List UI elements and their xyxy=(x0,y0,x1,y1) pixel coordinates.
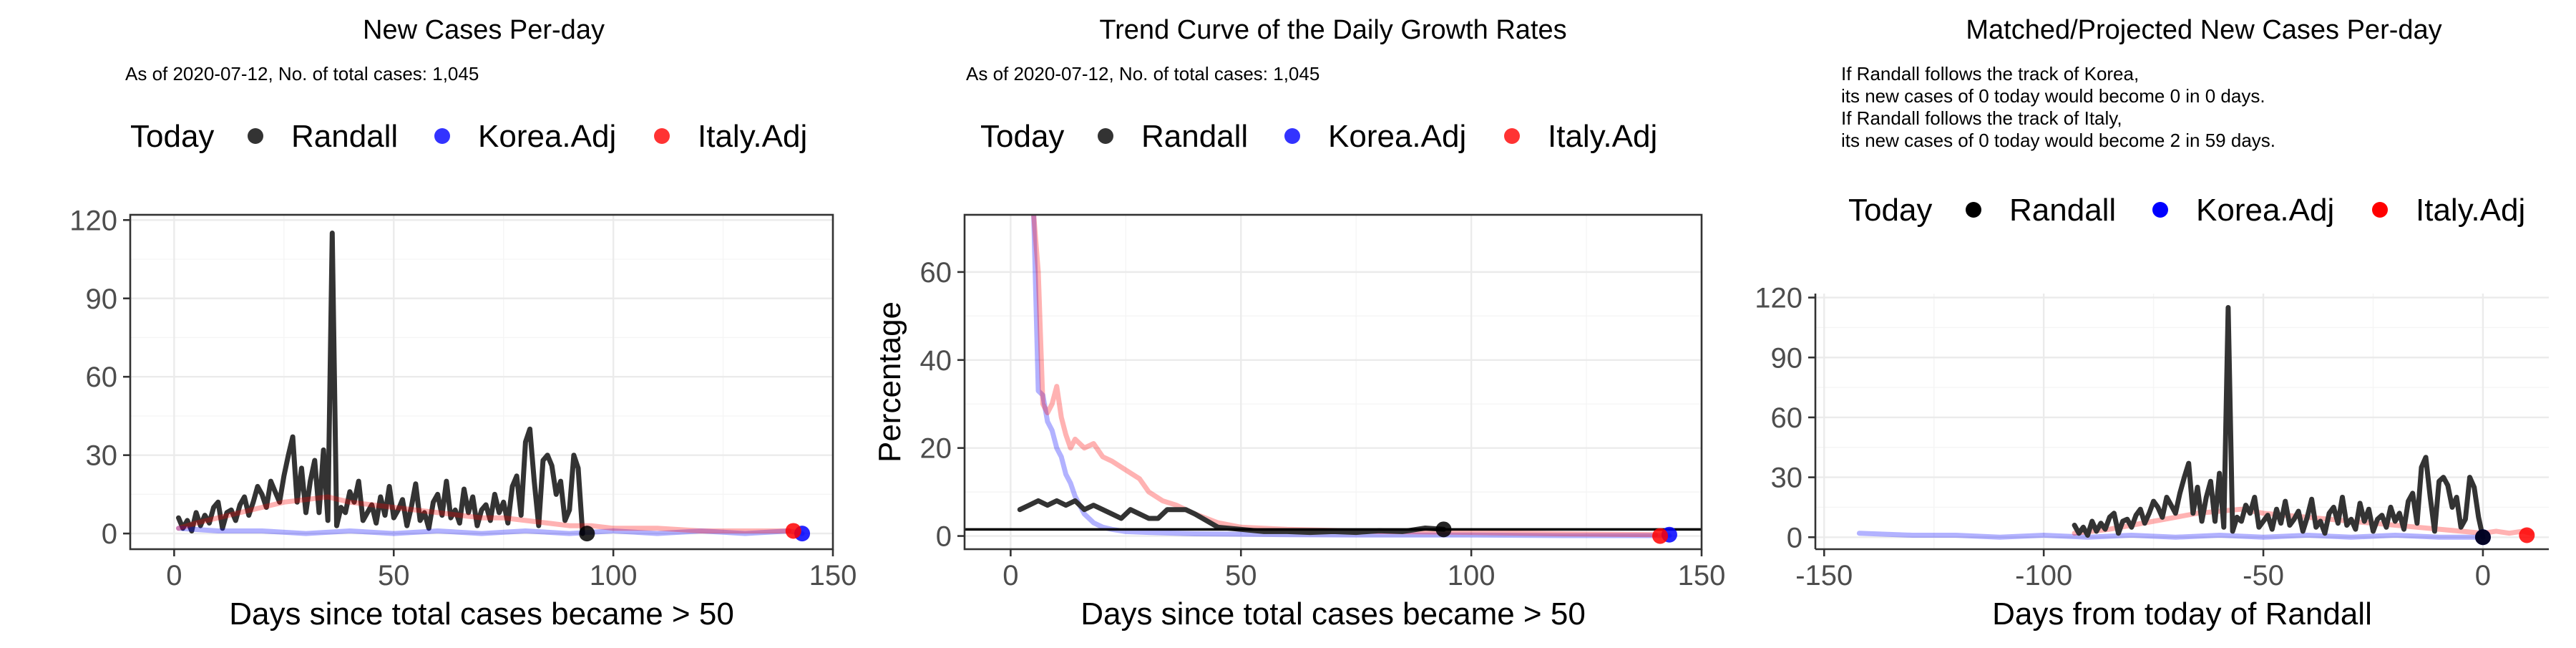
plot-area xyxy=(1856,305,2535,546)
annotation-line: its new cases of 0 today would become 2 … xyxy=(1841,130,2275,151)
chart-subtitle: As of 2020-07-12, No. of total cases: 1,… xyxy=(125,63,479,84)
plot-area xyxy=(965,215,1702,544)
today-point-italy-adj xyxy=(785,523,801,539)
series-line-italy-adj xyxy=(176,494,792,533)
legend-label: Randall xyxy=(291,119,398,154)
y-tick-label: 0 xyxy=(936,521,952,553)
legend-marker xyxy=(1966,202,1981,218)
y-tick-label: 30 xyxy=(1771,463,1803,494)
legend-marker xyxy=(2152,202,2168,218)
legend-marker xyxy=(2372,202,2388,218)
series-line-italy-adj xyxy=(1031,215,1659,538)
series-line-korea-adj xyxy=(1856,531,2486,540)
x-axis-title: Days since total cases became > 50 xyxy=(229,596,734,632)
legend-marker xyxy=(1284,128,1300,144)
x-tick-label: -50 xyxy=(2243,560,2284,591)
y-tick-label: 0 xyxy=(102,518,117,550)
legend-label: Randall xyxy=(2009,193,2116,228)
legend-marker xyxy=(1504,128,1520,144)
chart-title: Trend Curve of the Daily Growth Rates xyxy=(1099,15,1566,45)
legend-label: Korea.Adj xyxy=(2196,193,2334,228)
y-tick-label: 30 xyxy=(86,440,118,472)
x-tick-label: 0 xyxy=(166,560,182,591)
x-tick-label: 0 xyxy=(1002,560,1018,591)
axes: 0 50 100 150 0 30 60 90 120 xyxy=(69,205,857,591)
legend: Today Randall Korea.Adj Italy.Adj xyxy=(130,119,807,154)
legend-marker xyxy=(654,128,670,144)
y-tick-label: 60 xyxy=(1771,402,1803,434)
series-line-korea-adj xyxy=(176,526,805,536)
legend-marker xyxy=(248,128,263,144)
x-tick-label: 50 xyxy=(1225,560,1257,591)
series-line-randall xyxy=(2072,305,2486,540)
panel-border xyxy=(129,213,834,551)
legend-label: Italy.Adj xyxy=(698,119,807,154)
y-tick-label: 120 xyxy=(1755,283,1802,314)
panel-border xyxy=(963,213,1703,551)
legend-label: Italy.Adj xyxy=(1548,119,1657,154)
today-point-randall xyxy=(1435,521,1452,538)
grid xyxy=(130,215,834,549)
y-tick-label: 0 xyxy=(1787,522,1802,553)
legend: Today Randall Korea.Adj Italy.Adj xyxy=(1848,193,2525,228)
x-axis-title: Days since total cases became > 50 xyxy=(1080,596,1586,632)
y-tick-label: 90 xyxy=(1771,342,1803,374)
x-tick-label: -100 xyxy=(2015,560,2072,591)
chart-1: New Cases Per-day As of 2020-07-12, No. o… xyxy=(69,15,857,632)
x-tick-label: 100 xyxy=(590,560,638,591)
legend-label: Korea.Adj xyxy=(1328,119,1466,154)
y-tick-label: 60 xyxy=(86,362,118,393)
legend-marker xyxy=(1098,128,1113,144)
x-tick-label: 150 xyxy=(1678,560,1726,591)
chart-subtitle: As of 2020-07-12, No. of total cases: 1,… xyxy=(966,63,1319,84)
plot-area xyxy=(176,231,811,542)
x-tick-label: 50 xyxy=(378,560,410,591)
chart-3: Matched/Projected New Cases Per-day If Ra… xyxy=(1755,15,2549,632)
legend: Today Randall Korea.Adj Italy.Adj xyxy=(980,119,1657,154)
y-tick-label: 90 xyxy=(86,284,118,315)
legend-marker xyxy=(434,128,450,144)
chart-title: Matched/Projected New Cases Per-day xyxy=(1966,15,2441,45)
x-tick-label: 150 xyxy=(809,560,857,591)
y-tick-label: 20 xyxy=(920,433,952,465)
today-point-randall xyxy=(2474,529,2491,546)
series-line-korea-adj xyxy=(1031,215,1672,538)
x-tick-label: 100 xyxy=(1448,560,1496,591)
x-tick-label: -150 xyxy=(1795,560,1853,591)
annotation-line: its new cases of 0 today would become 0 … xyxy=(1841,85,2265,107)
annotation-line: If Randall follows the track of Korea, xyxy=(1841,63,2139,84)
legend-title: Today xyxy=(1848,193,1932,228)
axes: 0 50 100 150 0 20 40 60 xyxy=(920,213,1726,591)
legend-title: Today xyxy=(130,119,214,154)
y-tick-label: 120 xyxy=(69,205,117,236)
y-axis-title: Percentage xyxy=(872,301,907,463)
chart-title: New Cases Per-day xyxy=(363,15,605,45)
chart-2: Trend Curve of the Daily Growth Rates As … xyxy=(872,15,1725,632)
y-tick-label: 40 xyxy=(920,345,952,377)
series-line-randall xyxy=(1017,498,1446,536)
x-tick-label: 0 xyxy=(2475,560,2491,591)
grid xyxy=(965,215,1703,549)
axes: -150 -100 -50 0 0 30 60 90 120 xyxy=(1755,283,2549,591)
legend-label: Korea.Adj xyxy=(478,119,616,154)
today-point-italy-adj xyxy=(1652,528,1669,544)
y-tick-label: 60 xyxy=(920,257,952,289)
legend-label: Randall xyxy=(1141,119,1248,154)
series-line-randall xyxy=(176,231,585,536)
x-axis-title: Days from today of Randall xyxy=(1992,596,2372,632)
annotation-line: If Randall follows the track of Italy, xyxy=(1841,107,2122,129)
legend-label: Italy.Adj xyxy=(2416,193,2525,228)
today-point-randall xyxy=(579,526,595,542)
today-point-italy-adj xyxy=(2519,527,2535,543)
legend-title: Today xyxy=(980,119,1064,154)
